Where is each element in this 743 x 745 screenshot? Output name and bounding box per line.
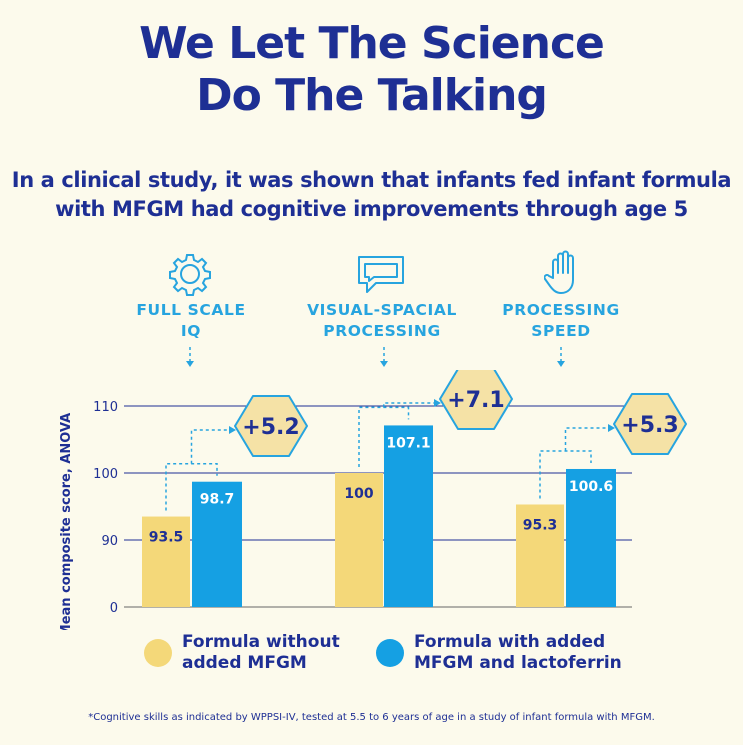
category-label-full-scale-iq: FULL SCALE IQ xyxy=(96,300,286,342)
speech-bubble-icon xyxy=(358,256,404,293)
category-label-visual-spacial: VISUAL-SPACIAL PROCESSING xyxy=(287,300,477,342)
page-title: We Let The Science Do The Talking xyxy=(0,18,743,122)
category-line-2: SPEED xyxy=(531,322,591,340)
legend-item-with: Formula with added MFGM and lactoferrin xyxy=(376,632,622,674)
difference-value-label: +7.1 xyxy=(447,388,504,413)
legend-with-line-1: Formula with added xyxy=(414,632,606,652)
page-subtitle: In a clinical study, it was shown that i… xyxy=(0,166,743,224)
category-arrowhead xyxy=(186,361,194,367)
difference-arrow xyxy=(190,429,229,464)
category-line-1: PROCESSING xyxy=(502,301,620,319)
bar-value-label: 107.1 xyxy=(386,435,430,451)
footnote: *Cognitive skills as indicated by WPPSI-… xyxy=(88,712,655,723)
hand-icon xyxy=(544,250,574,294)
legend-without-line-1: Formula without xyxy=(182,632,340,652)
bar-without-mfgm xyxy=(516,504,564,607)
legend-swatch-blue xyxy=(376,639,404,667)
difference-value-label: +5.3 xyxy=(621,413,678,438)
category-arrowhead xyxy=(380,361,388,367)
difference-arrowhead xyxy=(608,424,615,432)
bar-value-label: 100 xyxy=(344,486,373,502)
legend-swatch-yellow xyxy=(144,639,172,667)
difference-arrowhead xyxy=(434,399,441,407)
bar-with-mfgm xyxy=(566,468,616,607)
bar-value-label: 93.5 xyxy=(149,530,184,546)
difference-hexagon xyxy=(613,393,687,455)
y-tick-label: 110 xyxy=(93,400,118,415)
bar-chart: Mean composite score, ANOVA 0 90 100 110 93.5… xyxy=(59,370,687,630)
difference-hexagon xyxy=(439,370,513,430)
category-arrowhead xyxy=(557,361,565,367)
category-arrows xyxy=(186,347,565,367)
bar-value-label: 95.3 xyxy=(523,517,558,533)
legend-without-line-2: added MFGM xyxy=(182,653,307,673)
legend-label-with: Formula with added MFGM and lactoferrin xyxy=(414,632,622,674)
category-line-2: PROCESSING xyxy=(323,322,441,340)
category-label-processing-speed: PROCESSING SPEED xyxy=(466,300,656,342)
legend-item-without: Formula without added MFGM xyxy=(144,632,340,674)
difference-arrow xyxy=(383,402,434,408)
subtitle-line-2: with MFGM had cognitive improvements thr… xyxy=(55,197,688,221)
bar-value-label: 98.7 xyxy=(200,492,235,508)
bar-value-label: 100.6 xyxy=(569,479,613,495)
difference-value-label: +5.2 xyxy=(242,415,299,440)
y-axis-label: Mean composite score, ANOVA xyxy=(59,413,74,630)
difference-arrow xyxy=(564,427,608,451)
legend-with-line-2: MFGM and lactoferrin xyxy=(414,653,622,673)
bar-without-mfgm xyxy=(142,516,190,607)
y-tick-label: 90 xyxy=(101,534,118,549)
category-line-1: VISUAL-SPACIAL xyxy=(307,301,457,319)
difference-arrowhead xyxy=(229,426,236,434)
title-line-1: We Let The Science xyxy=(139,18,605,69)
title-line-2: Do The Talking xyxy=(196,70,548,121)
difference-bracket xyxy=(539,450,592,499)
y-tick-label: 100 xyxy=(93,467,118,482)
legend-label-without: Formula without added MFGM xyxy=(182,632,340,674)
difference-hexagon xyxy=(234,395,308,457)
bar-with-mfgm xyxy=(192,481,242,607)
bar-with-mfgm xyxy=(384,425,433,607)
category-line-1: FULL SCALE xyxy=(136,301,246,319)
gear-icon xyxy=(169,254,211,296)
bar-without-mfgm xyxy=(335,473,383,607)
category-line-2: IQ xyxy=(180,322,202,340)
y-tick-label: 0 xyxy=(110,601,118,616)
subtitle-line-1: In a clinical study, it was shown that i… xyxy=(11,168,732,192)
